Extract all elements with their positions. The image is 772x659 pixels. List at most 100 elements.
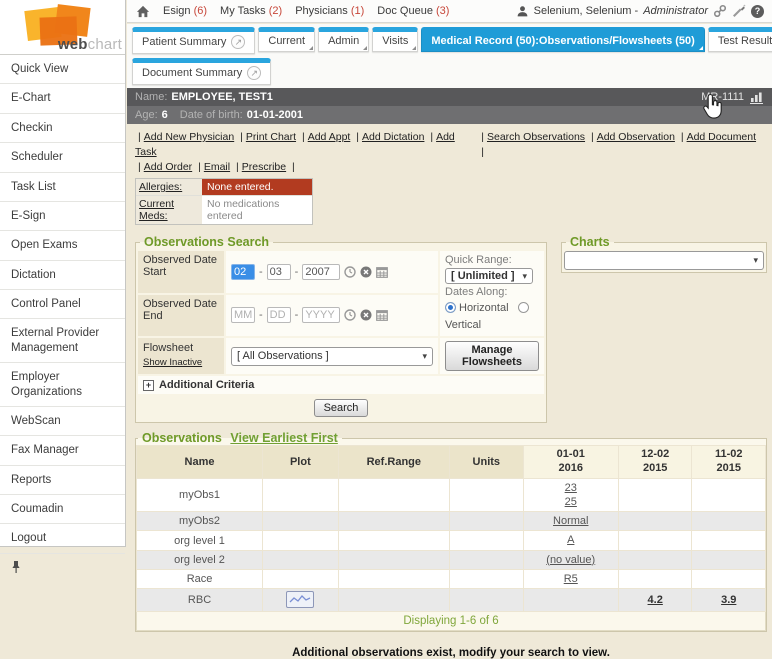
sidebar-item-scheduler[interactable]: Scheduler [0, 143, 125, 173]
sidebar-item-fax-manager[interactable]: Fax Manager [0, 436, 125, 466]
value-link[interactable]: 23 [564, 481, 577, 494]
home-icon[interactable] [136, 5, 150, 18]
user-name: Selenium, Selenium - [533, 5, 639, 17]
tab-medical-record-observations[interactable]: Medical Record (50):Observations/Flowshe… [421, 27, 705, 52]
search-button[interactable]: Search [313, 399, 369, 417]
link-add-observation[interactable]: Add Observation [596, 131, 675, 143]
clock-icon[interactable] [344, 309, 357, 321]
table-footer-row: Displaying 1-6 of 6 [136, 611, 766, 632]
calendar-icon[interactable] [376, 309, 389, 322]
link-search-observations[interactable]: Search Observations [486, 131, 586, 143]
radio-vertical[interactable] [517, 302, 529, 313]
value-link[interactable]: 25 [564, 495, 577, 508]
end-month-input[interactable] [231, 307, 255, 324]
link-add-document[interactable]: Add Document [686, 131, 757, 143]
flowsheet-select[interactable]: [ All Observations ] ▾ [231, 346, 433, 366]
end-day-input[interactable] [266, 307, 291, 324]
sidebar-item-reports[interactable]: Reports [0, 466, 125, 495]
start-month-input[interactable] [231, 263, 255, 280]
sidebar-item-quick-view[interactable]: Quick View [0, 55, 125, 85]
value-link[interactable]: A [567, 534, 575, 547]
charts-select[interactable]: ▾ [564, 251, 764, 270]
popout-icon[interactable]: ↗ [231, 35, 246, 49]
quick-range-select[interactable]: [ Unlimited ] ▾ [445, 268, 533, 284]
view-earliest-first-link[interactable]: View Earliest First [230, 431, 338, 445]
end-year-input[interactable] [302, 307, 341, 324]
tab-visits[interactable]: Visits [372, 27, 419, 52]
link-icon[interactable] [713, 4, 727, 18]
dates-along-options: Horizontal Vertical [445, 300, 539, 333]
link-add-dictation[interactable]: Add Dictation [361, 131, 425, 143]
sidebar-item-coumadin[interactable]: Coumadin [0, 495, 125, 525]
value-link[interactable]: 4.2 [647, 594, 663, 607]
sidebar-item-open-exams[interactable]: Open Exams [0, 231, 125, 261]
user-icon [516, 5, 529, 18]
sidebar-item-checkin[interactable]: Checkin [0, 114, 125, 144]
link-print-chart[interactable]: Print Chart [245, 131, 297, 143]
chevron-down-icon: ▾ [753, 255, 758, 265]
link-add-task[interactable]: Add Task [135, 131, 455, 158]
chevron-down-icon: ▾ [522, 270, 527, 281]
nav-my-tasks[interactable]: My Tasks (2) [220, 5, 283, 17]
value-link[interactable]: (no value) [546, 553, 596, 566]
sidebar-item-dictation[interactable]: Dictation [0, 261, 125, 290]
value-link[interactable]: Normal [553, 515, 589, 528]
tab-current[interactable]: Current [258, 27, 316, 52]
tab-document-summary[interactable]: Document Summary ↗ [132, 58, 272, 85]
sidebar-item-webscan[interactable]: WebScan [0, 407, 125, 437]
link-add-new-physician[interactable]: Add New Physician [143, 131, 235, 143]
expand-plus-icon[interactable]: + [143, 379, 154, 391]
top-navigation: Esign (6) My Tasks (2) Physicians (1) Do… [127, 0, 772, 23]
observed-date-start-inputs: - - [226, 251, 438, 293]
link-prescribe[interactable]: Prescribe [241, 161, 287, 173]
additional-observations-message: Additional observations exist, modify yo… [292, 647, 610, 659]
doc-queue-count: (3) [436, 5, 450, 17]
clock-icon[interactable] [344, 266, 357, 278]
additional-criteria-row[interactable]: + Additional Criteria [138, 376, 544, 394]
start-day-input[interactable] [266, 263, 291, 280]
sidebar-item-e-chart[interactable]: E-Chart [0, 84, 125, 114]
manage-flowsheets-button[interactable]: Manage Flowsheets [445, 341, 539, 371]
popout-icon[interactable]: ↗ [247, 66, 262, 80]
start-year-input[interactable] [302, 263, 341, 280]
nav-physicians[interactable]: Physicians (1) [295, 5, 365, 17]
current-meds-link[interactable]: Current Meds: [139, 198, 175, 222]
nav-doc-queue[interactable]: Doc Queue (3) [377, 5, 450, 17]
additional-criteria-label: Additional Criteria [159, 379, 255, 391]
wand-icon[interactable] [732, 4, 746, 18]
table-row-org-level-1: org level 1 A [135, 530, 766, 551]
link-add-order[interactable]: Add Order [143, 161, 193, 173]
sidebar-item-task-list[interactable]: Task List [0, 173, 125, 202]
pin-icon[interactable] [11, 560, 21, 574]
patient-name: EMPLOYEE, TEST1 [171, 91, 273, 103]
sidebar-item-e-sign[interactable]: E-Sign [0, 202, 125, 232]
help-icon[interactable]: ? [751, 4, 764, 18]
calendar-icon[interactable] [376, 266, 389, 278]
sidebar-item-employer-organizations[interactable]: Employer Organizations [0, 363, 125, 407]
show-inactive-link[interactable]: Show Inactive [143, 357, 203, 369]
allergies-link[interactable]: Allergies: [139, 181, 183, 193]
row-name: org level 2 [135, 549, 264, 570]
tab-admin[interactable]: Admin [318, 27, 370, 52]
col-header-ref-range: Ref.Range [337, 445, 451, 479]
clear-date-icon[interactable] [360, 309, 372, 321]
link-add-appt[interactable]: Add Appt [307, 131, 351, 143]
tab-test-results[interactable]: Test Results [707, 27, 772, 52]
nav-esign[interactable]: Esign (6) [163, 5, 208, 17]
chart-graph-icon[interactable] [750, 91, 764, 104]
clear-date-icon[interactable] [360, 266, 372, 278]
tab-patient-summary[interactable]: Patient Summary ↗ [132, 27, 256, 54]
sidebar-item-external-provider-management[interactable]: External Provider Management [0, 319, 125, 364]
main-area: Esign (6) My Tasks (2) Physicians (1) Do… [127, 0, 772, 659]
sidebar-item-logout[interactable]: Logout [0, 524, 125, 554]
sparkline-plot-icon[interactable] [286, 591, 315, 609]
my-tasks-count: (2) [268, 5, 283, 17]
value-link[interactable]: R5 [563, 572, 578, 585]
radio-horizontal[interactable] [445, 302, 456, 313]
physicians-count: (1) [350, 5, 365, 17]
observed-date-start-label: Observed Date Start [138, 251, 224, 293]
value-link[interactable]: 3.9 [721, 594, 737, 607]
patient-bar-secondary: Age: 6 Date of birth: 01-01-2001 [127, 106, 772, 124]
link-email[interactable]: Email [203, 161, 231, 173]
sidebar-item-control-panel[interactable]: Control Panel [0, 290, 125, 320]
